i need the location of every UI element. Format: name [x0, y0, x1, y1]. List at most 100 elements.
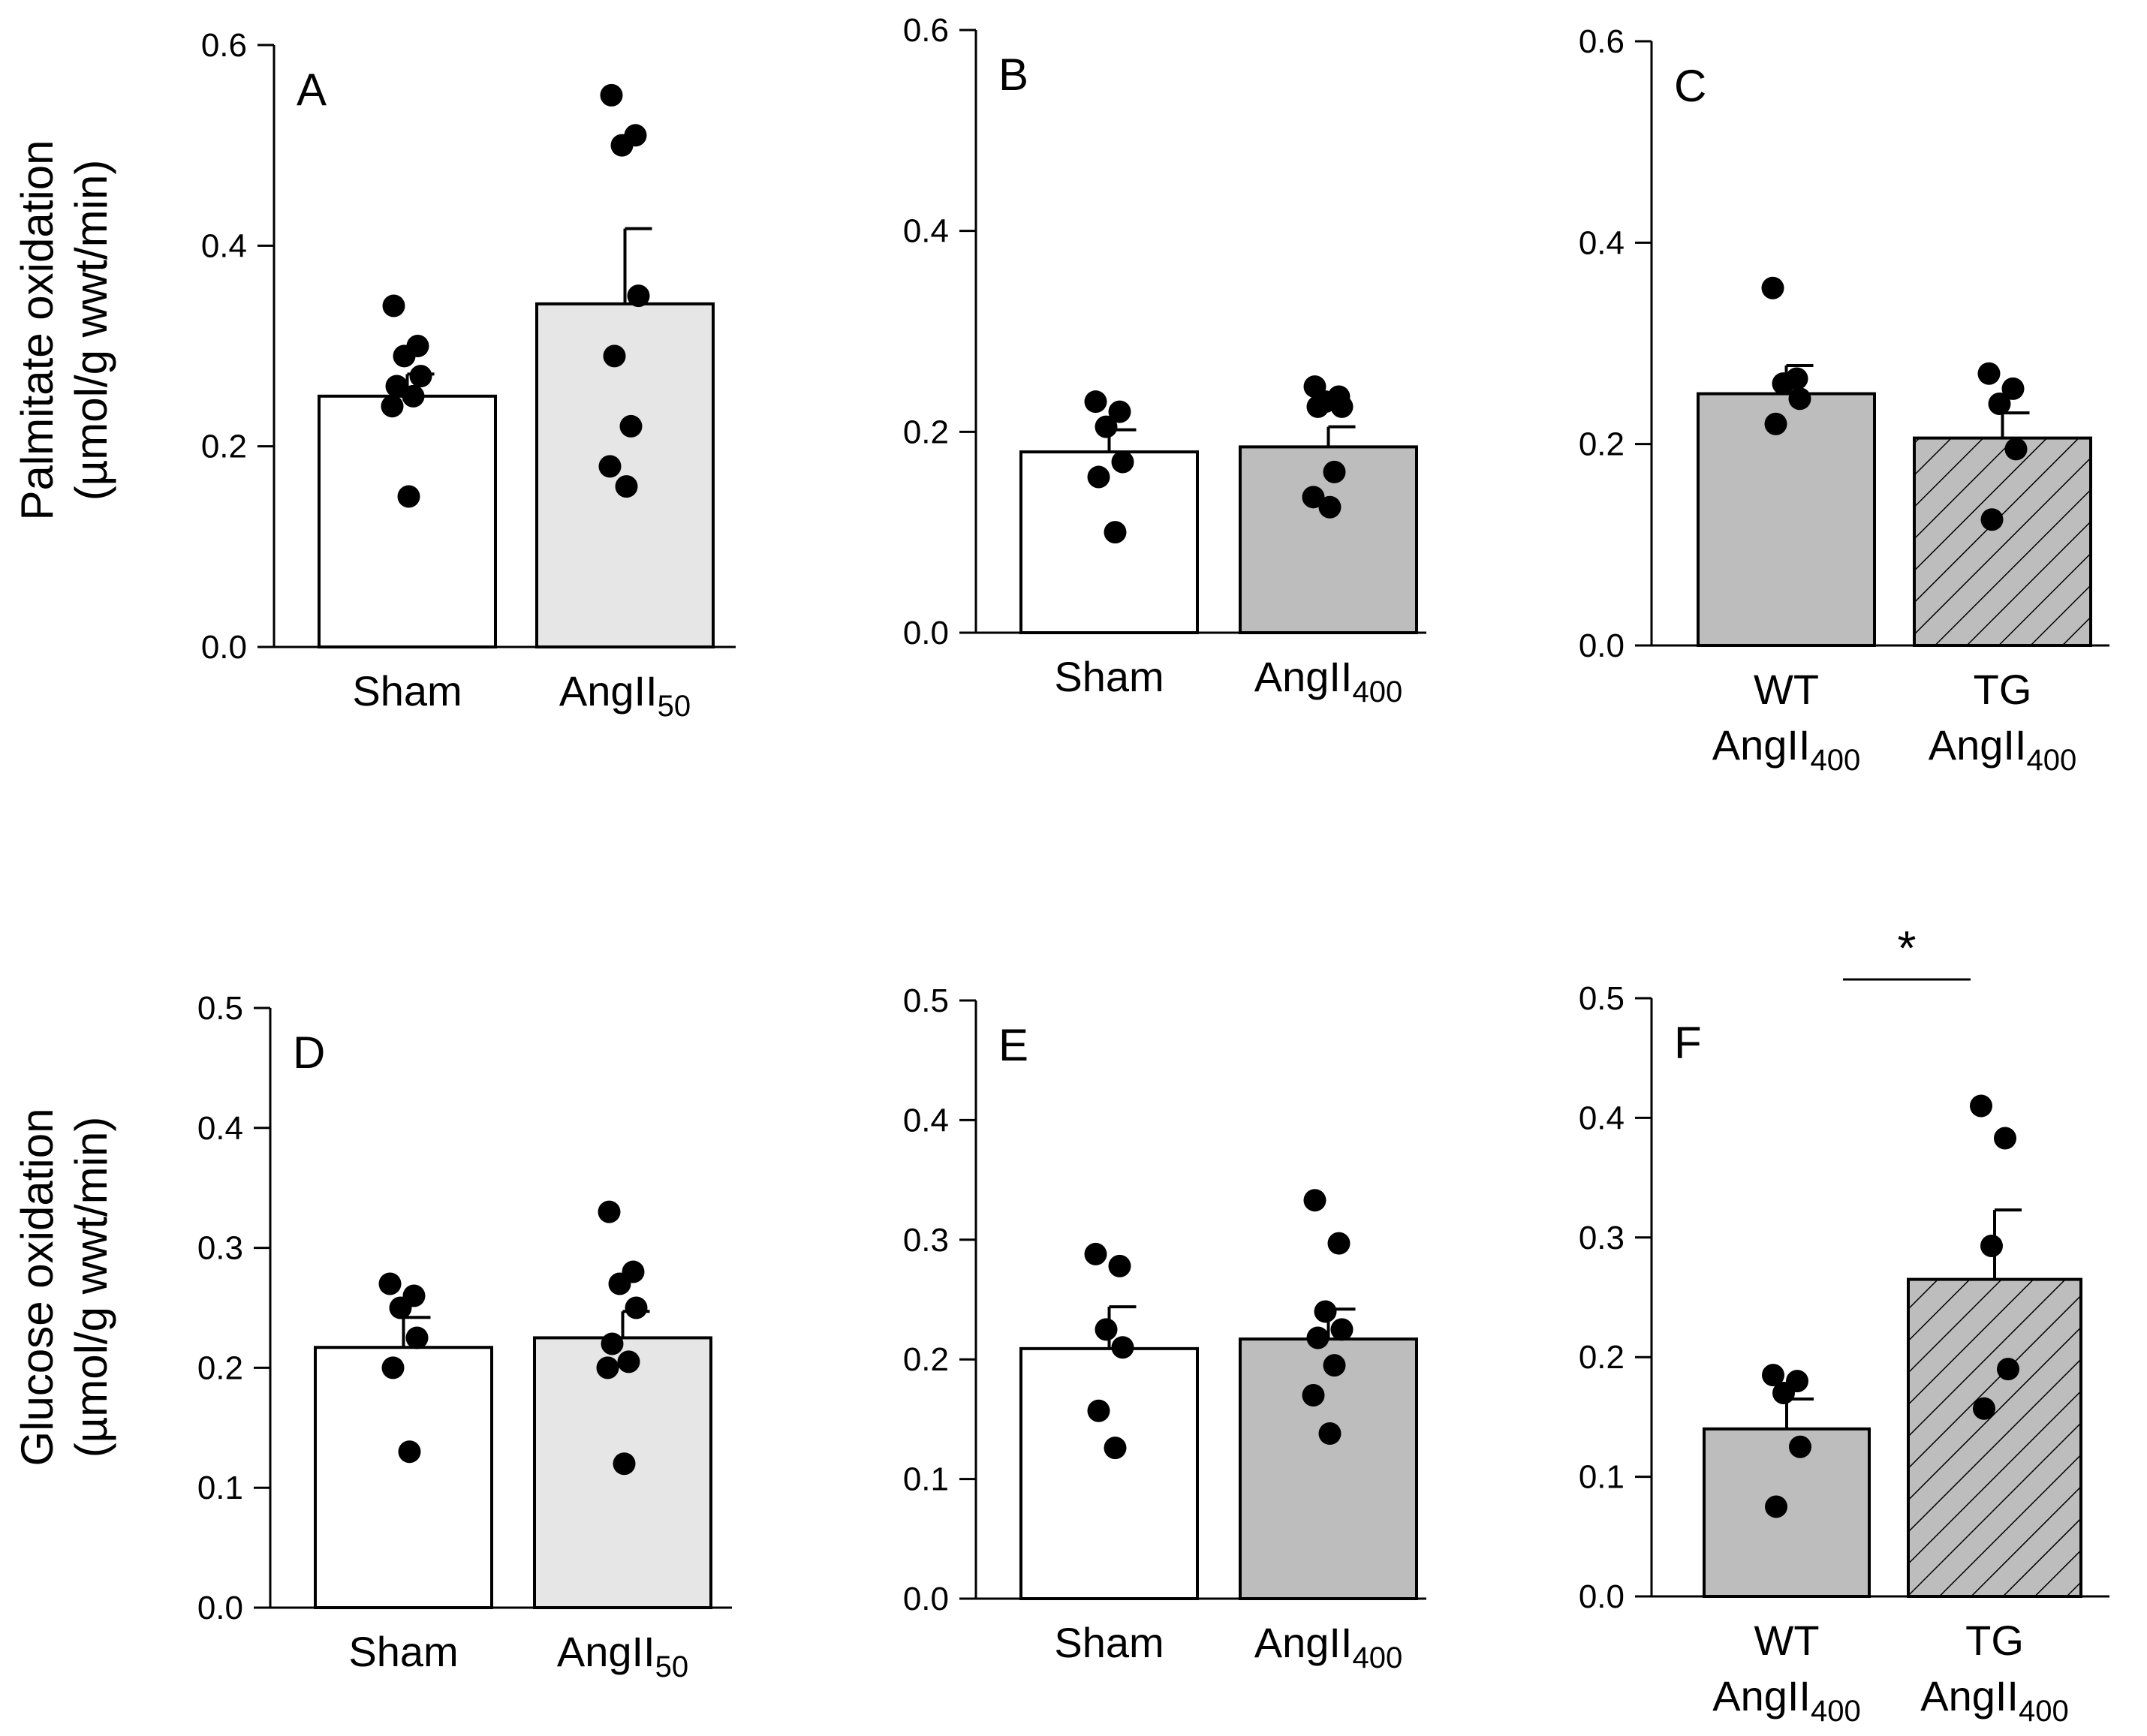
bar-C-1 [1697, 392, 1876, 647]
data-point [378, 1272, 402, 1295]
category-subscript: 400 [1353, 675, 1403, 709]
category-label: AngII400 [1929, 721, 2077, 777]
data-point [1764, 412, 1787, 435]
y-tick-label: 0.2 [903, 1341, 949, 1378]
data-point [1087, 1399, 1110, 1422]
data-point [1788, 387, 1811, 411]
panel-letter: E [998, 1020, 1028, 1070]
category-label: AngII400 [1712, 1672, 1861, 1728]
y-tick-label: 0.3 [903, 1222, 949, 1259]
data-point [613, 1452, 636, 1476]
panel-letter: C [1674, 61, 1706, 111]
y-tick-label: 0.2 [903, 414, 949, 450]
data-point [598, 1200, 621, 1223]
data-point [610, 134, 634, 157]
category-label: WT [1754, 666, 1819, 713]
bar-C-2 [1913, 436, 2092, 647]
data-point [603, 344, 626, 368]
data-point [1772, 1382, 1795, 1405]
data-point [402, 384, 425, 408]
y-tick-label: 0.4 [201, 227, 247, 264]
category-label: Sham [348, 1628, 458, 1675]
data-point [1306, 1326, 1329, 1349]
data-point [1980, 508, 2004, 531]
bar-B-1 [1019, 450, 1199, 634]
y-tick-label: 0.1 [903, 1461, 949, 1498]
y-tick-label: 0.6 [1579, 23, 1625, 60]
data-point [1761, 276, 1784, 299]
data-point [1762, 1364, 1784, 1387]
data-point [381, 395, 404, 418]
data-point [627, 284, 650, 308]
data-point [1108, 1254, 1131, 1277]
y-title-top-line1: Palmitate oxidation [12, 140, 62, 521]
data-point [1302, 1384, 1325, 1407]
category-subscript: 50 [658, 690, 691, 723]
panel-letter: F [1674, 1018, 1702, 1068]
bar-F-1 [1703, 1427, 1871, 1598]
y-title-bottom-line1: Glucose oxidation [12, 1109, 62, 1467]
bar-E-1 [1019, 1346, 1199, 1600]
panel-letter: B [998, 50, 1028, 100]
category-label: AngII400 [1920, 1672, 2069, 1728]
data-point [1994, 1127, 2016, 1150]
bar-E-2 [1239, 1337, 1418, 1601]
y-tick-label: 0.0 [903, 615, 949, 651]
data-point [393, 344, 416, 368]
data-point [381, 1356, 405, 1379]
y-tick-label: 0.1 [1579, 1459, 1625, 1496]
data-point [1330, 1318, 1354, 1341]
data-point [1314, 1300, 1337, 1323]
data-point [1111, 1336, 1134, 1359]
data-point [2004, 438, 2028, 461]
data-point [382, 294, 405, 317]
y-tick-label: 0.0 [903, 1581, 949, 1617]
category-subscript: 50 [655, 1650, 689, 1683]
y-tick-label: 0.0 [201, 629, 247, 666]
panel-A: 0.0 0.2 0.4 0.6 A Sham AngII50 [201, 27, 736, 723]
category-subscript: 400 [2027, 744, 2077, 777]
data-point [1789, 1435, 1811, 1458]
bar-D-1 [314, 1346, 493, 1609]
category-label: AngII400 [1712, 721, 1861, 777]
data-point [1997, 1358, 2019, 1381]
category-label: WT [1754, 1617, 1819, 1664]
data-point [1318, 1422, 1341, 1446]
y-tick-label: 0.2 [1579, 426, 1625, 463]
y-tick-label: 0.0 [1579, 1578, 1625, 1615]
y-tick-label: 0.2 [197, 1349, 243, 1386]
data-point [1084, 390, 1107, 414]
category-subscript: 400 [1811, 744, 1861, 777]
panel-letter: A [297, 65, 327, 115]
y-title-top: Palmitate oxidation (µmol/g wwt/min) [12, 140, 116, 521]
data-point [625, 1296, 648, 1319]
category-subscript: 400 [1811, 1695, 1861, 1728]
data-point [1977, 362, 2001, 385]
data-point [405, 1326, 429, 1349]
category-label: AngII50 [559, 667, 691, 723]
panel-letter: D [293, 1027, 325, 1078]
category-subscript: 400 [2019, 1695, 2069, 1728]
y-tick-label: 0.4 [1579, 1100, 1625, 1136]
data-point [1765, 1495, 1787, 1518]
data-point [1303, 1189, 1326, 1212]
category-label: Sham [1054, 1619, 1164, 1666]
y-tick-label: 0.0 [1579, 627, 1625, 664]
data-point [1772, 372, 1795, 396]
category-label: AngII400 [1254, 653, 1403, 709]
data-point [1095, 415, 1118, 438]
data-point [385, 375, 408, 398]
y-tick-label: 0.4 [903, 213, 949, 250]
panel-C: 0.0 0.2 0.4 0.6 C WT AngII400 TG AngII400 [1579, 23, 2109, 777]
data-point [1104, 521, 1127, 544]
data-point [1318, 495, 1341, 519]
data-point [1323, 460, 1346, 483]
y-tick-label: 0.6 [903, 12, 949, 49]
y-tick-label: 0.1 [197, 1470, 243, 1506]
category-label: AngII50 [557, 1628, 688, 1683]
data-point [619, 414, 643, 438]
data-point [1973, 1397, 1995, 1420]
data-point [1302, 486, 1325, 509]
data-point [1111, 450, 1134, 474]
data-point [1327, 1232, 1351, 1255]
